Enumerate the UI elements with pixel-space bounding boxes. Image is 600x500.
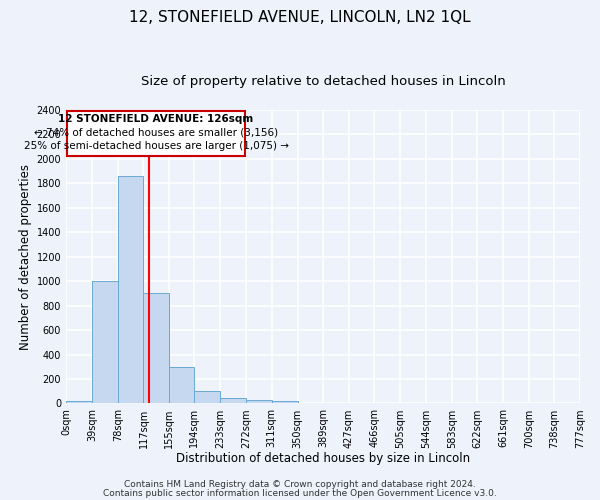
Bar: [272, 401, 298, 404]
Text: 25% of semi-detached houses are larger (1,075) →: 25% of semi-detached houses are larger (…: [23, 141, 289, 151]
Y-axis label: Number of detached properties: Number of detached properties: [19, 164, 32, 350]
Bar: [118, 176, 143, 404]
Text: 12 STONEFIELD AVENUE: 126sqm: 12 STONEFIELD AVENUE: 126sqm: [58, 114, 254, 124]
X-axis label: Distribution of detached houses by size in Lincoln: Distribution of detached houses by size …: [176, 452, 470, 465]
Bar: [143, 294, 169, 404]
FancyBboxPatch shape: [67, 111, 245, 156]
Title: Size of property relative to detached houses in Lincoln: Size of property relative to detached ho…: [140, 75, 505, 88]
Bar: [194, 391, 220, 404]
Bar: [66, 401, 92, 404]
Text: Contains HM Land Registry data © Crown copyright and database right 2024.: Contains HM Land Registry data © Crown c…: [124, 480, 476, 489]
Bar: [92, 280, 118, 404]
Text: Contains public sector information licensed under the Open Government Licence v3: Contains public sector information licen…: [103, 488, 497, 498]
Bar: [169, 367, 194, 404]
Bar: [220, 398, 246, 404]
Bar: [246, 400, 272, 404]
Text: ← 74% of detached houses are smaller (3,156): ← 74% of detached houses are smaller (3,…: [34, 128, 278, 138]
Text: 12, STONEFIELD AVENUE, LINCOLN, LN2 1QL: 12, STONEFIELD AVENUE, LINCOLN, LN2 1QL: [129, 10, 471, 25]
